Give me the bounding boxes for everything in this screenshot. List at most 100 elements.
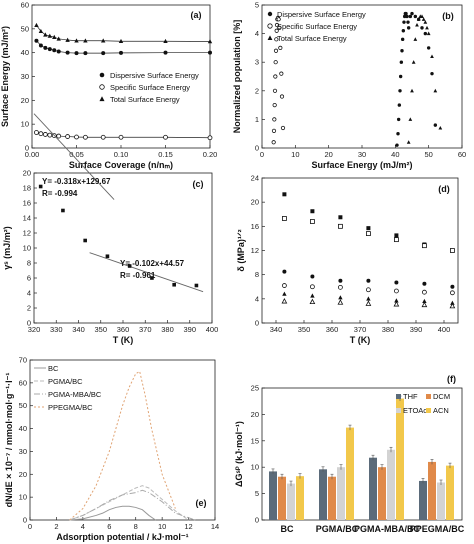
x-tick-label: 0.15 [158,150,173,159]
data-point [310,209,315,214]
data-point [274,37,279,42]
legend-label: Specific Surface Energy [110,83,190,92]
x-tick-label: 390 [183,325,196,334]
data-point [279,71,284,76]
panel-label: (f) [447,374,456,384]
data-point [47,33,52,38]
data-point [309,284,315,290]
data-point [276,17,281,22]
data-point [34,38,39,43]
data-point [430,71,434,76]
bar [337,467,345,520]
fit-equation: Y= -0.318x+129.67 [42,177,111,186]
data-point [398,89,402,93]
bar [396,398,404,520]
y-axis-label: dN/dE × 10⁻⁷ / mmol·mol·g⁻¹·l⁻¹ [4,373,14,508]
data-point [338,278,343,283]
legend-marker [267,11,273,17]
data-point [56,36,61,41]
y-tick-label: 24 [251,174,259,183]
y-tick-label: 8 [255,270,259,279]
y-tick-label: 40 [19,424,27,433]
legend-swatch [426,394,431,399]
data-point [337,284,343,290]
data-point [433,123,438,127]
y-tick-label: 5 [255,1,259,10]
bar [378,467,386,520]
data-point [118,38,124,44]
legend-label: Dispersive Surface Energy [277,10,366,19]
x-tick-label: 10 [158,522,166,531]
data-point [52,48,57,53]
y-tick-label: 15 [251,436,259,445]
data-point [272,103,277,108]
legend-marker [99,84,105,90]
data-point [74,134,79,140]
data-point [56,49,61,54]
y-tick-label: 16 [23,199,31,208]
plot-frame [261,177,459,324]
data-point [421,301,428,308]
data-point [172,282,176,287]
data-point [449,248,455,253]
data-point [274,22,280,28]
data-point [422,281,427,286]
data-point [163,134,168,140]
data-point [74,38,79,43]
data-point [438,125,443,130]
data-point [274,28,279,33]
data-point [101,38,106,43]
data-point [42,132,48,137]
data-point [402,14,407,19]
x-tick-label: 340 [72,325,85,334]
y-tick-label: 50 [21,24,29,33]
data-point [273,48,279,53]
data-point [408,14,413,19]
x-tick-label: 0 [260,150,264,159]
data-point [127,264,132,268]
data-point [38,43,43,48]
y-tick-label: 40 [21,48,29,57]
data-point [426,46,431,50]
data-point [309,219,315,224]
y-tick-label: 14 [23,214,31,223]
series-line [36,40,210,54]
data-point [411,60,416,64]
x-axis-label: Surface Energy (mJ/m²) [311,160,412,170]
data-point [426,31,431,36]
y-tick-label: 20 [21,96,29,105]
x-axis-label: T (K) [350,335,371,345]
data-point [43,32,48,37]
data-point [279,94,285,99]
y-tick-label: 12 [251,246,259,255]
data-point [421,243,427,249]
y-tick-label: 30 [19,447,27,456]
y-tick-label: 20 [19,470,27,479]
data-point [337,223,343,229]
data-point [420,26,424,30]
data-point [52,34,57,39]
bar [419,480,427,520]
y-tick-label: 70 [19,356,27,365]
panel-c: 320 330 340 350 360 370 380 390 400 0 2 4 6 8 10 12 14 16… [2,113,218,345]
data-point [272,88,278,93]
y-tick-label: 0 [255,144,259,153]
data-point [56,133,62,139]
data-point [280,125,286,131]
y-axis-label: δ (MPa)¹ᐟ² [236,229,246,271]
series-line [69,485,189,521]
data-point [400,37,405,42]
data-point [309,298,316,305]
data-point [449,302,456,309]
x-axis-label: Surface Coverage (n/nₘ) [69,160,173,170]
x-tick-label: 0.20 [203,150,218,159]
y-tick-label: 1 [255,115,259,124]
x-tick-label: 0.05 [69,150,84,159]
x-tick-label: 0.00 [25,150,40,159]
series-line [69,505,156,521]
y-tick-label: 10 [21,120,29,129]
y-axis-label: ΔGˢᴾ (kJ·mol⁻¹) [234,421,244,487]
data-point [277,25,282,30]
data-point [83,134,88,140]
data-point [194,283,199,288]
